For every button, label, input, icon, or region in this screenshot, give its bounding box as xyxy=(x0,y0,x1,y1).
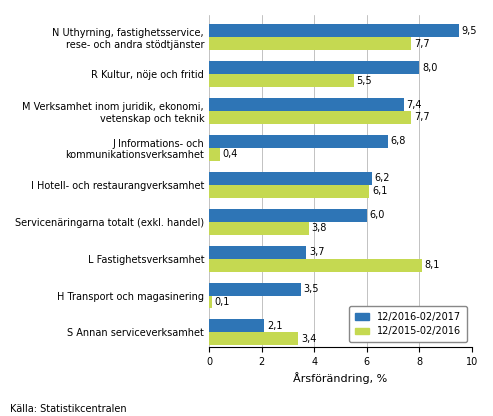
Text: 2,1: 2,1 xyxy=(267,321,282,331)
Bar xyxy=(209,61,420,74)
Bar xyxy=(209,209,367,222)
Text: 3,7: 3,7 xyxy=(309,247,324,257)
Bar xyxy=(209,98,404,111)
Text: 3,4: 3,4 xyxy=(301,334,317,344)
Bar xyxy=(209,295,211,308)
Text: 7,7: 7,7 xyxy=(414,112,430,122)
Text: 5,5: 5,5 xyxy=(356,76,372,86)
Bar xyxy=(209,246,306,259)
Bar xyxy=(209,111,412,124)
Text: 6,8: 6,8 xyxy=(390,136,406,146)
Text: 8,0: 8,0 xyxy=(422,62,437,73)
Bar xyxy=(209,74,353,87)
Text: 3,8: 3,8 xyxy=(312,223,327,233)
Text: 7,7: 7,7 xyxy=(414,39,430,49)
Text: Källa: Statistikcentralen: Källa: Statistikcentralen xyxy=(10,404,127,414)
Text: 6,0: 6,0 xyxy=(369,210,385,220)
Text: 9,5: 9,5 xyxy=(461,26,477,36)
Text: 0,1: 0,1 xyxy=(214,297,230,307)
Text: 3,5: 3,5 xyxy=(304,284,319,294)
X-axis label: Årsförändring, %: Årsförändring, % xyxy=(293,372,387,384)
Text: 6,2: 6,2 xyxy=(375,173,390,183)
Legend: 12/2016-02/2017, 12/2015-02/2016: 12/2016-02/2017, 12/2015-02/2016 xyxy=(349,306,467,342)
Text: 0,4: 0,4 xyxy=(222,149,238,159)
Text: 7,4: 7,4 xyxy=(406,99,422,109)
Bar xyxy=(209,135,388,148)
Bar xyxy=(209,37,412,50)
Bar xyxy=(209,148,219,161)
Bar xyxy=(209,332,298,345)
Text: 6,1: 6,1 xyxy=(372,186,387,196)
Text: 8,1: 8,1 xyxy=(424,260,440,270)
Bar xyxy=(209,24,458,37)
Bar xyxy=(209,259,422,272)
Bar xyxy=(209,222,309,235)
Bar xyxy=(209,282,301,295)
Bar xyxy=(209,172,372,185)
Bar xyxy=(209,319,264,332)
Bar xyxy=(209,185,369,198)
